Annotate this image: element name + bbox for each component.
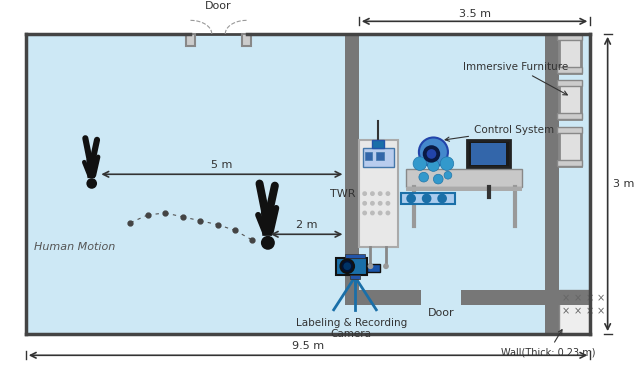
- Bar: [242, 34, 252, 46]
- Circle shape: [340, 259, 354, 273]
- Text: TWR: TWR: [330, 189, 355, 199]
- Text: ×: ×: [562, 307, 570, 317]
- Bar: [557, 160, 582, 165]
- Bar: [406, 169, 522, 187]
- Text: Human Motion: Human Motion: [34, 242, 115, 252]
- Text: ×: ×: [562, 293, 570, 303]
- Circle shape: [362, 211, 367, 215]
- Circle shape: [362, 201, 367, 206]
- Text: ×: ×: [573, 307, 582, 317]
- Circle shape: [261, 236, 275, 250]
- Bar: [350, 275, 360, 279]
- Bar: [186, 34, 195, 46]
- Text: Door: Door: [428, 308, 454, 318]
- Circle shape: [370, 211, 375, 215]
- Circle shape: [419, 138, 448, 167]
- Circle shape: [440, 157, 454, 170]
- Circle shape: [344, 262, 351, 270]
- Bar: [346, 254, 365, 259]
- Circle shape: [437, 193, 447, 203]
- Circle shape: [413, 157, 427, 170]
- Bar: [557, 67, 582, 73]
- Bar: [346, 291, 590, 305]
- Bar: [376, 152, 384, 160]
- Circle shape: [422, 193, 431, 203]
- Circle shape: [385, 211, 390, 215]
- Circle shape: [423, 145, 440, 163]
- Circle shape: [433, 174, 443, 184]
- Circle shape: [367, 263, 373, 269]
- Text: ×: ×: [597, 307, 605, 317]
- Circle shape: [444, 171, 452, 179]
- Bar: [367, 264, 380, 272]
- Text: Labeling & Recording
Camera: Labeling & Recording Camera: [296, 317, 407, 339]
- Bar: [335, 257, 367, 275]
- Circle shape: [428, 160, 439, 171]
- Text: 3 m: 3 m: [614, 179, 635, 189]
- Text: ×: ×: [573, 293, 582, 303]
- Bar: [26, 34, 590, 334]
- Bar: [363, 148, 394, 167]
- Bar: [545, 34, 559, 334]
- Circle shape: [427, 149, 436, 159]
- Bar: [557, 80, 582, 86]
- Text: 3.5 m: 3.5 m: [458, 9, 490, 20]
- Bar: [557, 127, 582, 133]
- Polygon shape: [261, 211, 275, 236]
- Bar: [365, 152, 372, 160]
- Text: 2 m: 2 m: [296, 220, 317, 230]
- Bar: [467, 140, 510, 167]
- Bar: [225, 0, 246, 7]
- Circle shape: [385, 201, 390, 206]
- Bar: [557, 34, 582, 40]
- Circle shape: [378, 211, 383, 215]
- Circle shape: [378, 191, 383, 196]
- Text: ×: ×: [597, 293, 605, 303]
- Bar: [401, 193, 454, 204]
- Circle shape: [370, 201, 375, 206]
- Bar: [406, 187, 522, 191]
- Bar: [559, 291, 590, 334]
- Circle shape: [370, 191, 375, 196]
- Text: Door: Door: [205, 1, 232, 11]
- Text: 5 m: 5 m: [211, 160, 232, 170]
- Text: ×: ×: [585, 293, 593, 303]
- Circle shape: [86, 178, 97, 189]
- Circle shape: [383, 263, 389, 269]
- Text: Immersive Furniture: Immersive Furniture: [463, 62, 568, 95]
- Text: ×: ×: [585, 307, 593, 317]
- Circle shape: [378, 201, 383, 206]
- Bar: [359, 140, 397, 247]
- Bar: [559, 38, 580, 73]
- Circle shape: [385, 191, 390, 196]
- Circle shape: [362, 191, 367, 196]
- Polygon shape: [86, 160, 97, 178]
- Text: 9.5 m: 9.5 m: [292, 341, 324, 351]
- Circle shape: [406, 193, 416, 203]
- Bar: [346, 34, 359, 291]
- Bar: [559, 131, 580, 165]
- Bar: [191, 0, 212, 7]
- Bar: [372, 140, 384, 148]
- Bar: [559, 84, 580, 119]
- Text: Control System: Control System: [445, 125, 554, 141]
- Bar: [557, 113, 582, 119]
- Text: Wall(Thick: 0.23 m): Wall(Thick: 0.23 m): [501, 330, 596, 357]
- Bar: [421, 291, 461, 305]
- Bar: [471, 143, 506, 165]
- Circle shape: [419, 172, 429, 182]
